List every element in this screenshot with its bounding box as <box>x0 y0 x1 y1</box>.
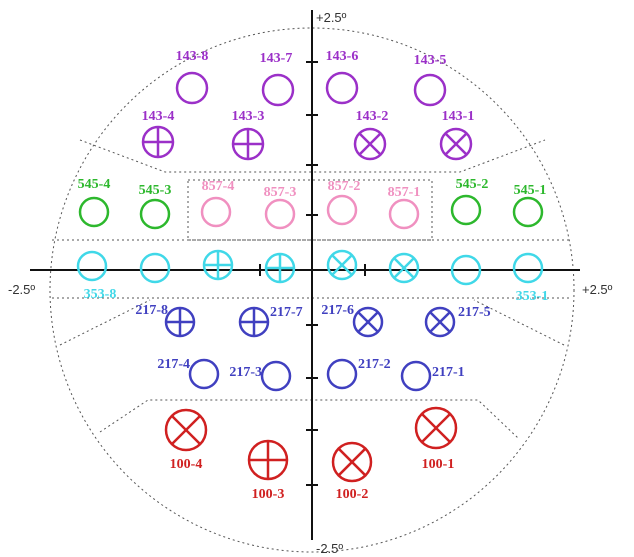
target-label: 143-1 <box>442 109 475 124</box>
axis-label: -2.5º <box>8 282 35 297</box>
target-label: 857-4 <box>202 179 235 194</box>
target-symbol <box>331 254 353 276</box>
target-label: 143-2 <box>356 109 389 124</box>
target-label: 217-1 <box>432 365 465 380</box>
target-circle <box>331 441 373 483</box>
target-circle <box>512 196 544 228</box>
target-label: 100-3 <box>252 487 285 502</box>
target-symbol <box>170 414 202 446</box>
target-symbol <box>429 311 451 333</box>
target-label: 143-7 <box>260 51 293 66</box>
target-circle <box>139 198 171 230</box>
target-label: 100-4 <box>170 457 203 472</box>
target-label: 545-3 <box>139 183 172 198</box>
target-symbol <box>420 412 452 444</box>
target-circle <box>325 71 359 105</box>
target-label: 857-3 <box>264 185 297 200</box>
target-circle <box>78 196 110 228</box>
region-border <box>79 139 546 173</box>
target-label: 353-1 <box>516 289 549 304</box>
target-label: 217-5 <box>458 305 491 320</box>
target-circle <box>200 196 232 228</box>
field-boundary <box>49 27 575 553</box>
target-circle <box>76 250 108 282</box>
target-label: 217-7 <box>270 305 303 320</box>
target-circle <box>388 252 420 284</box>
target-label: 353-8 <box>84 287 117 302</box>
target-circle <box>326 194 358 226</box>
target-circle <box>175 71 209 105</box>
target-label: 545-2 <box>456 177 489 192</box>
target-label: 217-6 <box>321 303 354 318</box>
target-label: 545-4 <box>78 177 111 192</box>
target-symbol <box>337 447 367 477</box>
region-border <box>59 299 151 346</box>
target-circle <box>424 306 456 338</box>
region-border <box>473 299 565 346</box>
target-circle <box>439 127 473 161</box>
target-circle <box>353 127 387 161</box>
target-circle <box>139 252 171 284</box>
target-label: 100-1 <box>422 457 455 472</box>
target-circle <box>413 73 447 107</box>
target-circle <box>400 360 432 392</box>
axis-label: +2.5º <box>316 10 347 25</box>
target-circle <box>512 252 544 284</box>
target-label: 857-1 <box>388 185 421 200</box>
target-symbol <box>358 132 382 156</box>
target-circle <box>188 358 220 390</box>
target-symbol <box>444 132 468 156</box>
target-label: 143-8 <box>176 49 209 64</box>
target-label: 143-3 <box>232 109 265 124</box>
target-label: 143-6 <box>326 49 359 64</box>
target-circle <box>352 306 384 338</box>
target-symbol <box>393 257 415 279</box>
axis-label: -2.5º <box>316 541 343 556</box>
target-label: 857-2 <box>328 179 361 194</box>
target-circle <box>260 360 292 392</box>
target-circle <box>388 198 420 230</box>
target-label: 100-2 <box>336 487 369 502</box>
target-label: 217-4 <box>157 357 190 372</box>
target-label: 217-2 <box>358 357 391 372</box>
target-label: 217-3 <box>229 365 262 380</box>
target-circle <box>326 249 358 281</box>
region-border <box>99 399 519 439</box>
target-circle <box>414 406 458 450</box>
target-circle <box>164 408 208 452</box>
target-label: 143-5 <box>414 53 447 68</box>
region-border <box>187 179 433 241</box>
target-circle <box>326 358 358 390</box>
target-circle <box>261 73 295 107</box>
target-circle <box>264 198 296 230</box>
target-symbol <box>357 311 379 333</box>
target-label: 217-8 <box>135 303 168 318</box>
target-circle <box>450 194 482 226</box>
axis-label: +2.5º <box>582 282 613 297</box>
target-label: 143-4 <box>142 109 175 124</box>
target-circle <box>450 254 482 286</box>
target-label: 545-1 <box>514 183 547 198</box>
